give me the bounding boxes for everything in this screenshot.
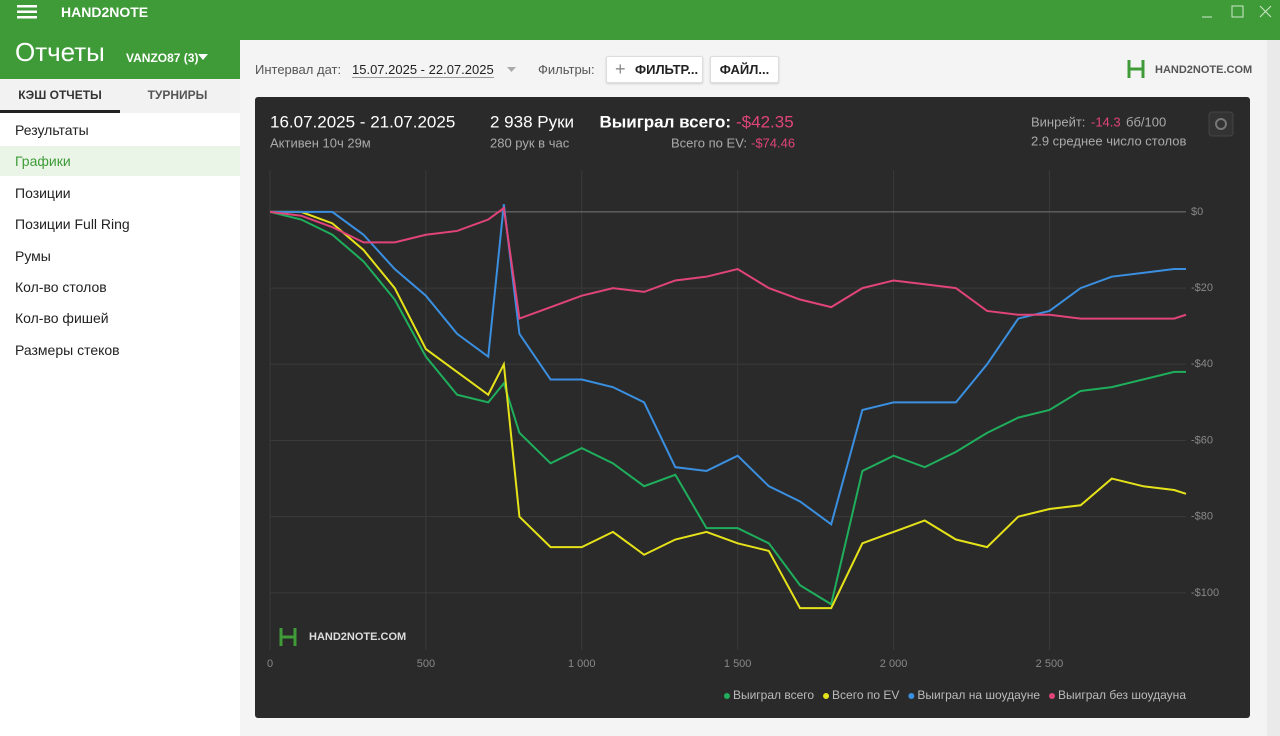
x-tick-label: 1 000 — [568, 658, 596, 670]
legend-marker — [823, 693, 830, 699]
series-line — [270, 210, 1187, 610]
settings-icon — [1215, 118, 1227, 130]
filter-button[interactable]: + ФИЛЬТР... — [606, 56, 703, 83]
dropdown-arrow — [507, 67, 516, 72]
legend-label: Всего по EV — [832, 688, 899, 702]
tab[interactable]: КЭШ ОТЧЕТЫ — [0, 79, 120, 113]
brand-logo — [1127, 60, 1145, 78]
menu-item[interactable]: Кол-во столов — [15, 279, 107, 295]
legend-label: Выиграл на шоудауне — [917, 688, 1040, 702]
header: Отчеты VANZO87 (3) — [0, 24, 240, 79]
hands: 2 938 Руки — [490, 112, 574, 131]
period: 16.07.2025 - 21.07.2025 — [270, 112, 455, 131]
winrate-unit: бб/100 — [1126, 114, 1166, 129]
winrate-value: -14.3 — [1091, 114, 1121, 129]
y-tick-label: -$60 — [1191, 434, 1213, 446]
account[interactable]: VANZO87 (3) — [126, 51, 199, 65]
x-tick-label: 1 500 — [724, 658, 752, 670]
y-tick-label: -$100 — [1191, 587, 1219, 599]
window-controls[interactable] — [1196, 4, 1276, 20]
legend-marker — [1049, 693, 1055, 699]
date-label: Интервал дат: — [255, 62, 342, 77]
watermark: HAND2NOTE.COM — [309, 631, 406, 643]
hands-per-hour: 280 рук в час — [490, 135, 570, 150]
filters-label: Фильтры: — [538, 62, 595, 77]
header-title: Отчеты — [15, 37, 105, 67]
button-label: ФАЙЛ... — [719, 62, 770, 77]
watermark-logo — [279, 628, 297, 646]
menu-item[interactable]: Позиции Full Ring — [15, 216, 130, 233]
menu-item[interactable]: Румы — [15, 247, 51, 264]
won-label: Выиграл всего: — [599, 112, 731, 131]
legend-label: Выиграл без шоудауна — [1058, 688, 1186, 702]
ev-value: -$74.46 — [751, 135, 795, 150]
title-bar: HAND2NOTE — [0, 0, 1280, 24]
won-value: -$42.35 — [736, 112, 794, 131]
legend-marker — [908, 693, 915, 699]
tables: 2.9 среднее число столов — [1031, 133, 1187, 148]
brand: HAND2NOTE.COM — [1155, 64, 1253, 76]
settings-button[interactable] — [1208, 111, 1234, 137]
tab[interactable]: ТУРНИРЫ — [147, 88, 208, 102]
menu-item[interactable]: Размеры стеков — [15, 341, 120, 358]
file-button[interactable]: ФАЙЛ... — [710, 56, 779, 83]
date-range[interactable]: 15.07.2025 - 22.07.2025 — [352, 62, 494, 78]
active-time: Активен 10ч 29м — [270, 135, 371, 150]
x-tick-label: 2 000 — [880, 658, 908, 670]
menu-item[interactable]: Кол-во фишей — [15, 310, 109, 327]
winrate-label: Винрейт: — [1031, 114, 1085, 129]
y-tick-label: -$40 — [1191, 358, 1213, 370]
panel-bg — [255, 97, 1250, 718]
series-line — [269, 206, 1187, 320]
header-strip — [240, 24, 1280, 40]
app-title: HAND2NOTE — [61, 4, 149, 20]
button-label: ФИЛЬТР... — [635, 62, 699, 77]
series-line — [270, 204, 1186, 526]
menu-icon[interactable] — [17, 5, 37, 19]
x-tick-label: 0 — [267, 658, 273, 670]
ev-label: Всего по EV: — [671, 135, 747, 150]
legend-label: Выиграл всего — [733, 688, 814, 702]
sidebar: КЭШ ОТЧЕТЫ ТУРНИРЫ Результаты Графики Пози… — [0, 79, 240, 736]
series-line — [269, 210, 1186, 606]
menu-item[interactable]: Позиции — [15, 184, 71, 201]
y-tick-label: $0 — [1191, 206, 1203, 218]
menu-item[interactable]: Результаты — [15, 122, 89, 138]
chart-panel: 16.07.2025 - 21.07.2025 Активен 10ч 29м … — [255, 97, 1250, 718]
x-tick-label: 500 — [417, 658, 435, 670]
x-tick-label: 2 500 — [1036, 658, 1064, 670]
y-tick-label: -$20 — [1191, 282, 1213, 294]
y-tick-label: -$80 — [1191, 511, 1213, 523]
dropdown-arrow — [198, 54, 208, 60]
legend-marker — [723, 693, 730, 699]
menu-item[interactable]: Графики — [0, 146, 240, 177]
